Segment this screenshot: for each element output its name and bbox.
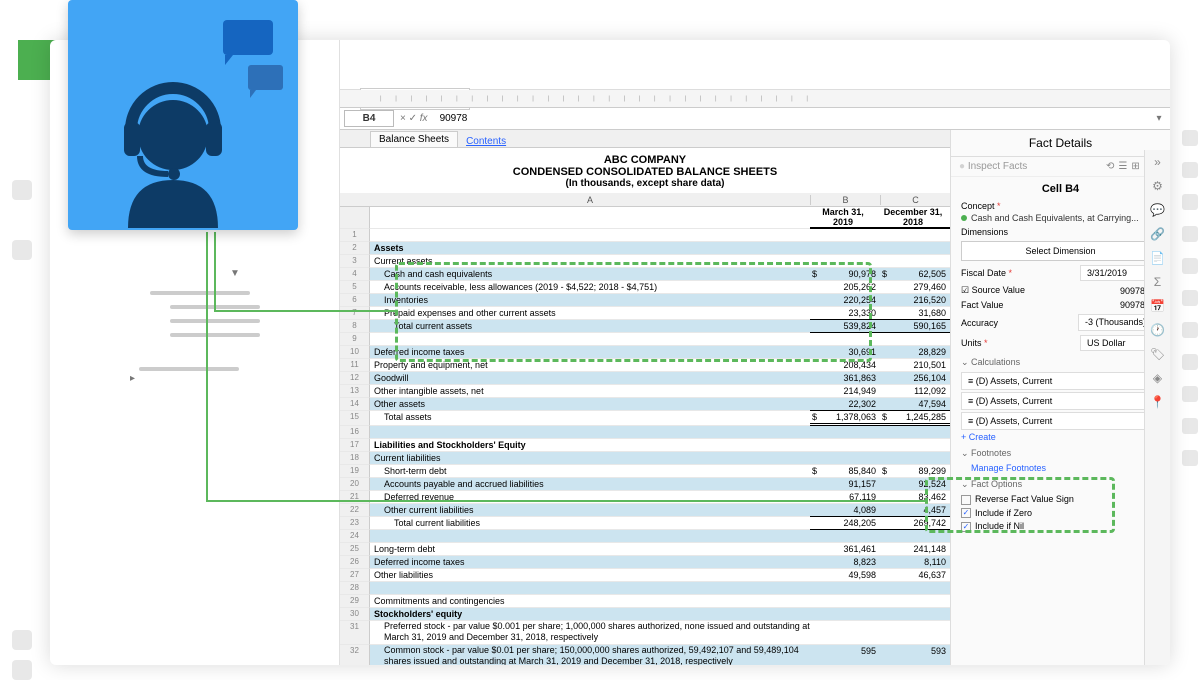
calculations-section[interactable]: Calculations [961,357,1160,368]
table-row[interactable]: 7Prepaid expenses and other current asse… [340,307,950,320]
table-row[interactable]: 28 [340,582,950,595]
formula-dropdown[interactable]: ▾ [1152,113,1166,124]
table-row[interactable]: 2Assets [340,242,950,255]
support-badge [68,0,298,230]
table-row[interactable]: 25Long-term debt361,461241,148 [340,543,950,556]
table-row[interactable]: 11Property and equipment, net208,434210,… [340,359,950,372]
table-row[interactable]: 23Total current liabilities248,205269,74… [340,517,950,530]
expand-icon[interactable]: » [1145,150,1170,174]
cell-title: Cell B4 [961,183,1160,195]
table-row[interactable]: 12Goodwill361,863256,104 [340,372,950,385]
table-row[interactable]: 13Other intangible assets, net214,949112… [340,385,950,398]
table-row[interactable]: 3Current assets [340,255,950,268]
spreadsheet: ABC COMPANY CONDENSED CONSOLIDATED BALAN… [340,150,950,665]
dimensions-label: Dimensions [961,227,1160,237]
table-row[interactable]: 16 [340,426,950,439]
fiscal-date-label: Fiscal Date [961,268,1012,278]
manage-footnotes-link[interactable]: Manage Footnotes [971,463,1160,473]
formula-input[interactable]: 90978 [434,111,1152,126]
gear-icon[interactable]: ⚙ [1145,174,1170,198]
formula-icons[interactable]: × ✓ fx [400,113,428,124]
calendar-icon[interactable]: 📅 [1145,294,1170,318]
tab-contents[interactable]: Contents [466,136,506,147]
pin-icon[interactable]: 📍 [1145,390,1170,414]
table-row[interactable]: 17Liabilities and Stockholders' Equity [340,439,950,452]
accuracy-label: Accuracy [961,318,998,328]
chat-icon[interactable]: 💬 [1145,198,1170,222]
fact-options-section[interactable]: Fact Options [961,479,1160,490]
table-row[interactable]: 26Deferred income taxes8,8238,110 [340,556,950,569]
table-row[interactable]: 14Other assets22,30247,594 [340,398,950,411]
source-value-label: ☑ Source Value [961,285,1025,296]
cell-ref-bar: B4 × ✓ fx 90978 ▾ [340,108,1170,130]
clock-icon[interactable]: 🕐 [1145,318,1170,342]
table-row[interactable]: 15Total assets1,378,0631,245,285 [340,411,950,426]
table-row[interactable]: 10Deferred income taxes30,69128,829 [340,346,950,359]
right-icon-rail: » ⚙ 💬 🔗 📄 Σ 📅 🕐 🏷 ◈ 📍 [1144,150,1170,665]
table-row[interactable]: 20Accounts payable and accrued liabiliti… [340,478,950,491]
concept-label: Concept [961,201,1160,211]
sheet-title: CONDENSED CONSOLIDATED BALANCE SHEETS [340,166,950,178]
table-row[interactable]: 6Inventories220,254216,520 [340,294,950,307]
table-row[interactable]: 31Preferred stock - par value $0.001 per… [340,621,950,645]
doc-icon[interactable]: 📄 [1145,246,1170,270]
table-row[interactable]: 8Total current assets539,824590,165 [340,320,950,333]
table-row[interactable]: 29Commitments and contingencies [340,595,950,608]
reverse-checkbox[interactable]: Reverse Fact Value Sign [961,494,1160,505]
table-row[interactable]: 18Current liabilities [340,452,950,465]
table-row[interactable]: 4Cash and cash equivalents90,97862,505 [340,268,950,281]
tab-balance-sheets[interactable]: Balance Sheets [370,131,458,147]
units-label: Units [961,338,988,348]
inspect-facts[interactable]: Inspect Facts [968,161,1027,172]
calculation-item[interactable]: ≡ (D) Assets, Current [961,372,1160,390]
calculation-item[interactable]: ≡ (D) Assets, Current [961,392,1160,410]
select-dimension-button[interactable]: Select Dimension [961,241,1160,261]
create-link[interactable]: + Create [961,432,1160,442]
table-row[interactable]: 22Other current liabilities4,0894,457 [340,504,950,517]
calculation-item[interactable]: ≡ (D) Assets, Current [961,412,1160,430]
label-icon[interactable]: 🏷 [1145,342,1170,366]
table-row[interactable]: 9 [340,333,950,346]
table-row[interactable]: 5Accounts receivable, less allowances (2… [340,281,950,294]
include-nil-checkbox[interactable]: ✓Include if Nil [961,521,1160,532]
table-row[interactable]: 21Deferred revenue67,11983,462 [340,491,950,504]
function-icon[interactable]: Σ [1145,270,1170,294]
table-row[interactable]: 30Stockholders' equity [340,608,950,621]
ruler: | | | | | | | | | | | | | | | | | | | | … [340,90,1170,108]
tag-icon[interactable]: ◈ [1145,366,1170,390]
company-name: ABC COMPANY [340,154,950,166]
panel-title: Fact Details [951,130,1170,157]
concept-value: Cash and Cash Equivalents, at Carrying..… [961,213,1160,223]
fact-value-label: Fact Value [961,300,1003,310]
sidebar-caret[interactable]: ▼ [230,268,240,279]
footnotes-section[interactable]: Footnotes [961,448,1160,459]
link-icon[interactable]: 🔗 [1145,222,1170,246]
table-row[interactable]: 24 [340,530,950,543]
table-row[interactable]: 1 [340,229,950,242]
toolbar [340,40,1170,90]
include-zero-checkbox[interactable]: ✓Include if Zero [961,508,1160,519]
cell-reference[interactable]: B4 [344,110,394,127]
column-headers: A B C [340,193,950,207]
fact-details-panel: Fact Details ● Inspect Facts ⟲☰⊞≡✎ Cell … [950,130,1170,665]
table-row[interactable]: 27Other liabilities49,59846,637 [340,569,950,582]
main-area: | | | | | | | | | | | | | | | | | | | | … [340,40,1170,665]
table-row[interactable]: 19Short-term debt85,84089,299 [340,465,950,478]
sheet-subtitle: (In thousands, except share data) [340,178,950,189]
table-row[interactable]: 32Common stock - par value $0.01 per sha… [340,645,950,665]
